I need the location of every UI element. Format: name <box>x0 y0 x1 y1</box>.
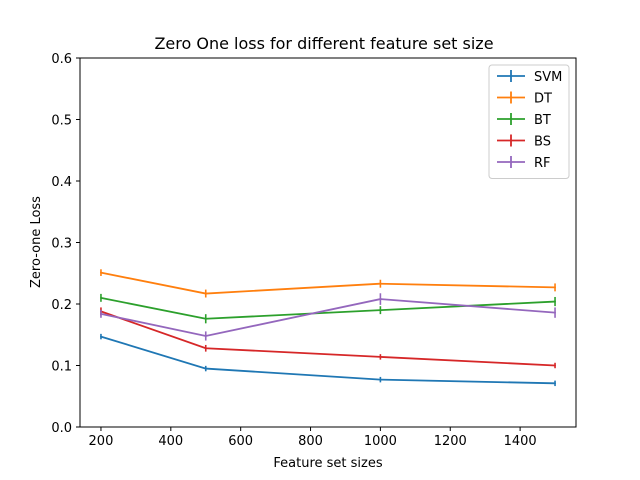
y-tick-label: 0.2 <box>51 298 72 313</box>
data-point <box>100 335 102 338</box>
plot-frame <box>79 57 577 428</box>
data-point <box>204 292 207 295</box>
data-point <box>554 311 556 314</box>
data-point <box>100 312 102 315</box>
series-rf <box>100 293 556 341</box>
series-line-bs <box>100 310 556 367</box>
x-axis: 200 400 600 800 1000 1200 1400 <box>89 427 537 449</box>
series-line-bt <box>100 296 556 320</box>
x-tick-label: 600 <box>228 434 253 449</box>
y-tick-label: 0.5 <box>51 114 72 129</box>
x-tick-label: 1200 <box>434 434 467 449</box>
legend-item-rf: RF <box>497 156 551 171</box>
data-point <box>379 282 382 285</box>
legend-label: BT <box>534 113 551 128</box>
legend: SVM DT BT BS RF <box>488 64 570 179</box>
legend-label: RF <box>534 156 551 171</box>
legend-label: SVM <box>534 70 562 85</box>
chart-title: Zero One loss for different feature set … <box>154 34 493 53</box>
x-tick-label: 800 <box>298 434 323 449</box>
series-layer <box>100 269 556 387</box>
y-axis: 0.0 0.1 0.2 0.3 0.4 0.5 0.6 <box>51 52 80 436</box>
series-line-rf <box>100 298 556 337</box>
legend-item-bt: BT <box>497 113 551 128</box>
x-tick-label: 200 <box>89 434 114 449</box>
data-point <box>379 378 382 381</box>
x-tick-label: 1400 <box>504 434 537 449</box>
y-tick-label: 0.1 <box>51 360 72 375</box>
legend-item-dt: DT <box>497 91 552 107</box>
series-dt <box>100 269 556 298</box>
data-point <box>204 335 207 337</box>
data-point <box>100 271 102 274</box>
y-tick-label: 0.6 <box>51 52 72 67</box>
data-point <box>554 300 556 303</box>
series-bs <box>100 307 556 369</box>
series-line-dt <box>100 271 556 295</box>
data-point <box>204 317 207 320</box>
data-point <box>379 355 382 358</box>
series-svm <box>100 333 556 387</box>
legend-label: DT <box>534 92 552 107</box>
y-tick-label: 0.4 <box>51 175 72 190</box>
y-axis-label: Zero-one Loss <box>29 196 44 288</box>
data-point <box>554 382 556 385</box>
series-bt <box>100 293 556 324</box>
legend-item-bs: BS <box>497 134 551 150</box>
series-line-svm <box>100 335 556 385</box>
x-tick-label: 1000 <box>364 434 397 449</box>
data-point <box>554 286 556 289</box>
data-point <box>379 309 382 312</box>
y-tick-label: 0.0 <box>51 421 72 436</box>
x-axis-label: Feature set sizes <box>273 456 382 471</box>
legend-box <box>488 64 570 179</box>
legend-label: BS <box>534 135 551 150</box>
legend-item-svm: SVM <box>497 70 562 85</box>
data-point <box>554 364 556 367</box>
data-point <box>204 347 207 350</box>
data-point <box>100 296 102 299</box>
data-point <box>379 298 382 300</box>
y-tick-label: 0.3 <box>51 237 72 252</box>
x-tick-label: 400 <box>158 434 183 449</box>
data-point <box>204 367 207 370</box>
